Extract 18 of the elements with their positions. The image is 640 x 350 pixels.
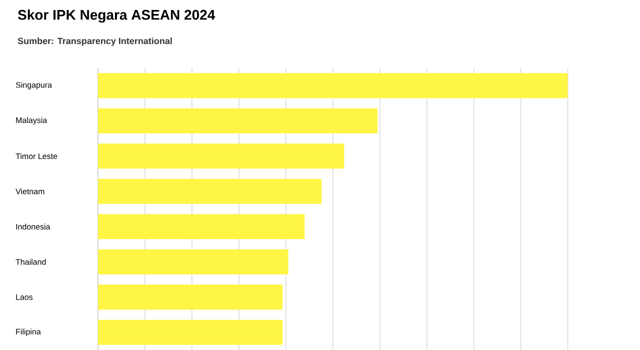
bar — [98, 108, 378, 134]
y-tick-label: Indonesia — [16, 224, 50, 230]
bar — [98, 249, 288, 274]
bar — [98, 214, 305, 240]
chart-subtitle: Sumber: Transparency International — [18, 38, 172, 46]
bar — [98, 284, 283, 310]
bar — [98, 320, 283, 345]
y-tick-label: Laos — [16, 294, 33, 300]
y-tick-label: Singapura — [16, 82, 52, 90]
chart-title: Skor IPK Negara ASEAN 2024 — [18, 10, 216, 23]
y-tick-label: Malaysia — [16, 117, 48, 125]
y-tick-label: Vietnam — [16, 188, 44, 194]
bar — [98, 178, 322, 204]
bar — [98, 144, 344, 169]
y-tick-label: Timor Leste — [16, 153, 58, 160]
bar — [98, 73, 568, 98]
y-tick-label: Thailand — [16, 258, 46, 265]
y-tick-label: Filipina — [16, 328, 41, 336]
